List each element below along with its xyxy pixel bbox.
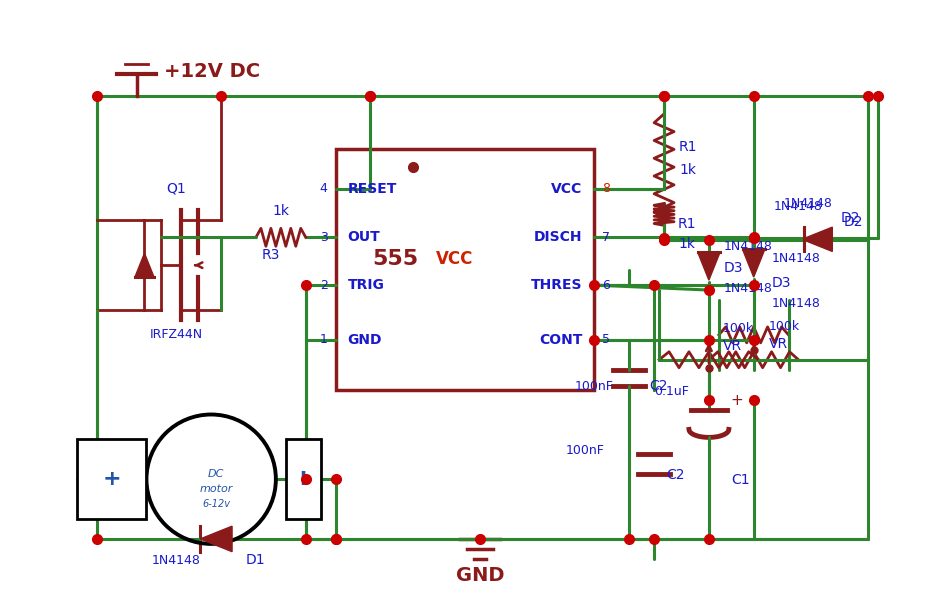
Text: 1N4148: 1N4148	[151, 554, 200, 567]
Polygon shape	[741, 249, 764, 277]
Text: C2: C2	[649, 379, 667, 393]
Text: 7: 7	[601, 231, 610, 244]
Text: motor: motor	[200, 484, 233, 494]
FancyBboxPatch shape	[77, 439, 147, 519]
Polygon shape	[804, 227, 831, 250]
Text: 6: 6	[601, 278, 610, 292]
Text: 5: 5	[601, 333, 610, 347]
Text: D2: D2	[839, 211, 858, 225]
Text: TRIG: TRIG	[347, 278, 384, 292]
Text: +12V DC: +12V DC	[164, 62, 260, 80]
Text: +: +	[102, 469, 121, 489]
Text: C2: C2	[665, 468, 684, 482]
Polygon shape	[697, 252, 719, 280]
Text: 100nF: 100nF	[565, 445, 604, 457]
Text: OUT: OUT	[347, 230, 380, 244]
Text: 4: 4	[319, 182, 328, 195]
Polygon shape	[804, 229, 831, 252]
Text: RESET: RESET	[347, 181, 396, 195]
FancyBboxPatch shape	[286, 439, 320, 519]
Text: 1k: 1k	[678, 163, 695, 177]
Text: 1N4148: 1N4148	[771, 297, 819, 310]
Text: 1N4148: 1N4148	[723, 240, 772, 253]
Text: 1k: 1k	[677, 238, 694, 252]
Text: 6-12v: 6-12v	[202, 499, 230, 509]
Text: C1: C1	[730, 473, 749, 487]
Text: D3: D3	[771, 276, 791, 290]
Text: VR: VR	[722, 339, 741, 353]
Text: 1k: 1k	[272, 205, 289, 219]
Text: IRFZ44N: IRFZ44N	[149, 328, 202, 341]
Text: 2: 2	[319, 278, 328, 292]
Text: 1: 1	[319, 333, 328, 347]
Text: 3: 3	[319, 231, 328, 244]
Text: D1: D1	[246, 553, 265, 567]
Text: 555: 555	[372, 249, 418, 269]
Text: GND: GND	[456, 566, 504, 585]
Text: 100k: 100k	[722, 322, 754, 335]
Text: 0.1uF: 0.1uF	[653, 385, 689, 398]
Text: DC: DC	[208, 469, 224, 479]
Text: THRES: THRES	[531, 278, 582, 292]
Text: VR: VR	[767, 337, 787, 351]
FancyBboxPatch shape	[335, 149, 594, 390]
Text: R1: R1	[677, 217, 696, 231]
Text: 1N4148: 1N4148	[771, 252, 819, 265]
Text: 100nF: 100nF	[574, 379, 612, 393]
Text: 100k: 100k	[767, 320, 799, 333]
Text: DISCH: DISCH	[534, 230, 582, 244]
Text: 1N4148: 1N4148	[773, 200, 822, 213]
Text: I: I	[299, 470, 306, 488]
Text: R3: R3	[262, 248, 279, 262]
Text: +: +	[730, 393, 742, 407]
Text: 1N4148: 1N4148	[723, 282, 772, 295]
Text: GND: GND	[347, 333, 381, 347]
Polygon shape	[135, 253, 154, 277]
Text: VCC: VCC	[436, 250, 473, 268]
Text: D3: D3	[723, 261, 742, 275]
Text: VCC: VCC	[550, 181, 582, 195]
Text: 1N4148: 1N4148	[783, 197, 832, 211]
Text: R1: R1	[678, 139, 697, 153]
Text: CONT: CONT	[538, 333, 582, 347]
Polygon shape	[200, 526, 232, 552]
Text: Q1: Q1	[166, 181, 186, 195]
Text: 8: 8	[601, 182, 610, 195]
Text: D2: D2	[843, 216, 862, 230]
